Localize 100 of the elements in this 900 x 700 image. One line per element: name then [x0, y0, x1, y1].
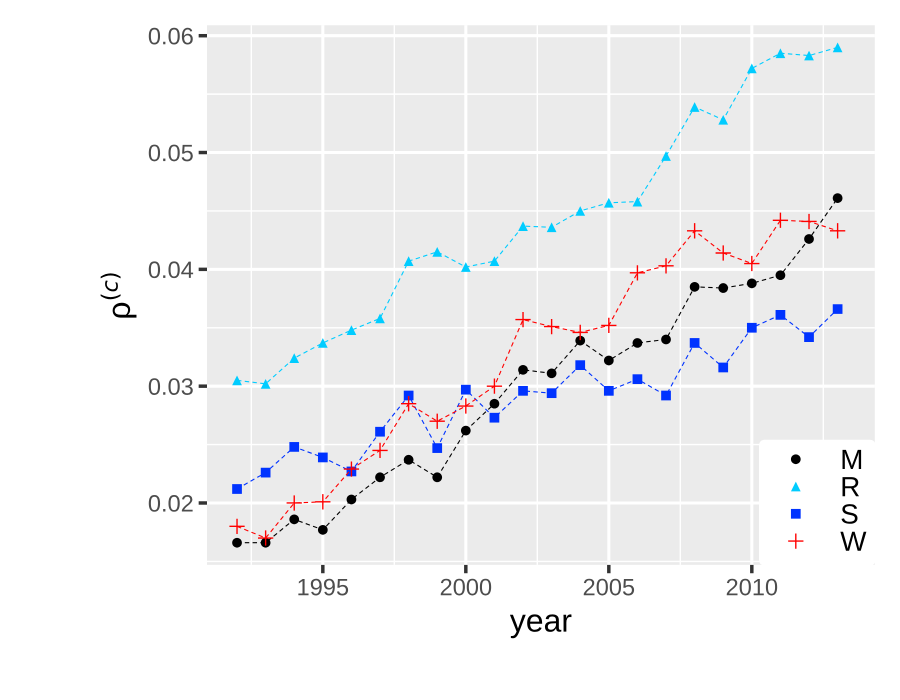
point: [457, 398, 474, 414]
y-tick-label: 0.04: [148, 261, 194, 278]
point: [490, 256, 500, 266]
point: [228, 518, 246, 535]
x-tick-label: 1995: [298, 578, 348, 596]
point: [318, 338, 328, 348]
point: [776, 48, 786, 58]
point: [776, 270, 786, 280]
y-axis-title: ρ$^{(c)}$: [100, 273, 136, 318]
point: [318, 452, 328, 462]
point: [572, 324, 589, 341]
point: [346, 494, 356, 504]
y-tick-label: 0.03: [148, 378, 193, 395]
x-axis-title: year: [510, 614, 572, 638]
point: [432, 246, 442, 257]
point: [490, 412, 500, 423]
point: [575, 360, 586, 370]
y-tick-label: 0.06: [148, 28, 193, 44]
x-tick-label: 2010: [726, 578, 778, 596]
point: [460, 426, 471, 436]
point: [604, 198, 614, 208]
point: [629, 264, 646, 282]
point: [632, 374, 642, 384]
y-tick-label: 0.05: [148, 144, 193, 162]
point: [804, 234, 814, 244]
point: [690, 282, 700, 292]
point: [804, 332, 814, 342]
point: [686, 222, 703, 240]
point: [257, 530, 274, 546]
point: [661, 390, 671, 400]
point: [690, 338, 700, 348]
point: [514, 311, 532, 328]
point: [718, 283, 728, 293]
x-tick-label: 2000: [440, 578, 492, 596]
point: [832, 193, 842, 203]
point: [632, 338, 642, 348]
point: [260, 378, 270, 389]
point: [375, 472, 385, 482]
point: [518, 386, 528, 396]
point: [289, 353, 300, 363]
point: [772, 212, 789, 229]
point: [800, 213, 818, 230]
point: [718, 362, 728, 372]
point: [661, 151, 671, 161]
point: [400, 395, 417, 412]
point: [690, 102, 700, 112]
point: [546, 222, 556, 232]
point: [518, 364, 528, 375]
point: [346, 325, 356, 335]
point: [460, 262, 471, 272]
point: [404, 454, 414, 465]
point: [661, 334, 671, 344]
point: [546, 368, 556, 378]
legend-label: W: [840, 532, 866, 551]
point: [289, 514, 300, 524]
point: [460, 384, 471, 395]
point: [518, 221, 528, 231]
point: [289, 442, 300, 452]
point: [718, 114, 728, 125]
point: [543, 318, 560, 335]
point: [776, 310, 786, 320]
point: [375, 426, 385, 437]
point: [232, 375, 242, 386]
point: [490, 398, 500, 409]
point: [372, 442, 388, 459]
point: [575, 206, 586, 216]
point: [746, 64, 757, 74]
x-tick-label: 2005: [584, 578, 634, 596]
point: [318, 524, 328, 535]
legend-label: M: [842, 450, 862, 469]
point: [546, 388, 556, 398]
point: [746, 322, 757, 333]
point: [743, 255, 760, 272]
point: [232, 484, 242, 494]
point: [286, 494, 303, 512]
point: [486, 378, 503, 394]
point: [432, 443, 442, 453]
point: [804, 50, 814, 60]
y-tick-label: 0.02: [148, 495, 193, 512]
point: [829, 222, 846, 240]
point: [746, 278, 757, 288]
point: [632, 196, 642, 206]
point: [832, 304, 842, 314]
legend-label: R: [842, 477, 860, 496]
point: [575, 336, 586, 346]
point: [428, 412, 446, 430]
point: [604, 356, 614, 366]
point: [404, 256, 414, 266]
point: [375, 314, 385, 324]
point: [404, 390, 414, 400]
point: [600, 317, 618, 334]
point: [314, 493, 332, 510]
point: [714, 244, 732, 262]
point: [604, 386, 614, 396]
legend-label: S: [842, 504, 858, 524]
point: [343, 460, 360, 478]
point: [432, 472, 442, 482]
point: [832, 42, 842, 52]
point: [260, 468, 270, 478]
point: [232, 538, 242, 548]
